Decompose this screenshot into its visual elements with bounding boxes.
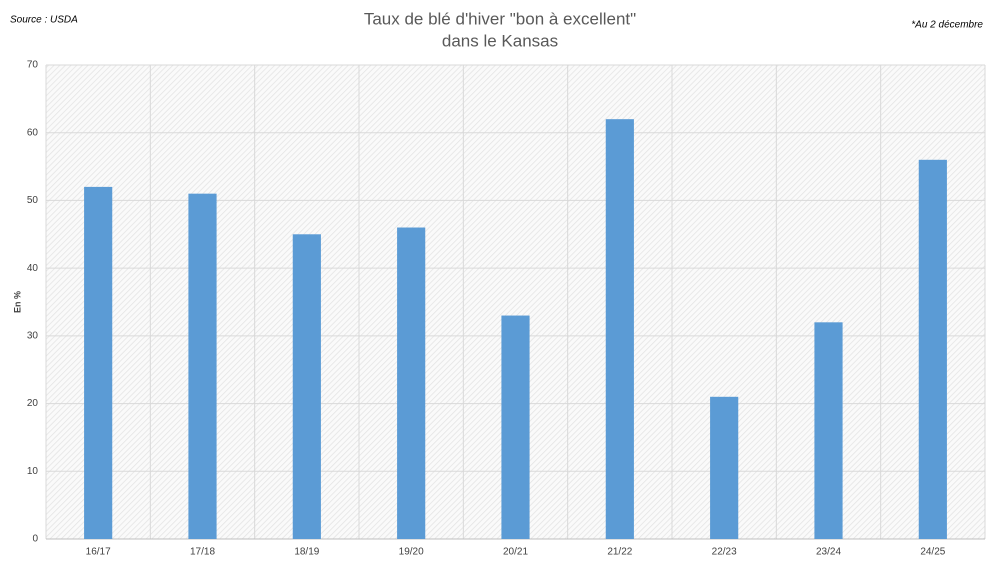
bar (918, 159, 947, 540)
y-tick-label: 60 (27, 127, 39, 138)
bar (188, 193, 217, 539)
bar (292, 234, 321, 540)
x-tick-label: 23/24 (816, 547, 841, 558)
bar (605, 119, 634, 540)
chart-title: dans le Kansas (442, 31, 558, 50)
bar (84, 186, 113, 539)
bar (501, 315, 530, 539)
x-tick-label: 21/22 (607, 547, 632, 558)
y-tick-label: 10 (27, 466, 39, 477)
y-tick-label: 20 (27, 398, 39, 409)
bar (710, 396, 739, 539)
x-tick-label: 20/21 (503, 547, 528, 558)
y-tick-label: 70 (27, 60, 39, 71)
source: Source : USDA (10, 15, 78, 26)
y-tick-label: 0 (32, 534, 38, 545)
y-tick-label: 40 (27, 263, 39, 274)
x-tick-label: 17/18 (190, 547, 215, 558)
y-axis-label: En % (12, 291, 22, 313)
y-tick-label: 30 (27, 330, 39, 341)
y-tick-label: 50 (27, 195, 39, 206)
bar (397, 227, 426, 539)
chart-title: Taux de blé d'hiver "bon à excellent" (364, 9, 636, 28)
x-tick-label: 22/23 (712, 547, 737, 558)
x-tick-label: 16/17 (86, 547, 111, 558)
bar (814, 322, 843, 539)
x-tick-label: 18/19 (294, 547, 319, 558)
note: *Au 2 décembre (911, 20, 983, 31)
x-tick-label: 19/20 (399, 547, 424, 558)
x-tick-label: 24/25 (920, 547, 945, 558)
